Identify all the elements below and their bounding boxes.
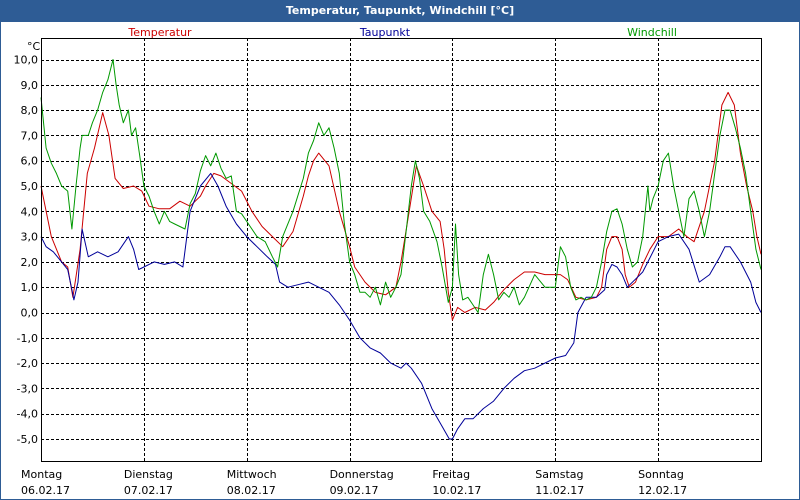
legend-entry-taupunkt: Taupunkt [359,26,411,39]
x-tick-date: 08.02.17 [227,484,276,497]
y-tick-label: -3,0 [17,382,38,395]
grid [41,38,761,461]
y-tick-label: 6,0 [21,155,39,168]
y-tick-label: 8,0 [21,104,39,117]
x-tick-date: 09.02.17 [330,484,379,497]
y-tick-label: -1,0 [17,332,38,345]
x-tick-date: 11.02.17 [535,484,584,497]
y-tick-label: 0,0 [21,307,39,320]
legend: Temperatur Taupunkt Windchill [127,26,677,39]
y-axis: 10,0 9,0 8,0 7,0 6,0 5,0 4,0 3,0 2,0 1,0 0,0 -1,0 -2… [14,54,39,447]
legend-entry-temperatur: Temperatur [127,26,192,39]
x-tick-day: Mittwoch [227,468,277,481]
y-tick-label: 10,0 [14,54,39,67]
series-lines [40,59,762,440]
y-tick-label: 7,0 [21,129,39,142]
y-tick-label: 2,0 [21,256,39,269]
y-tick-label: 1,0 [21,281,39,294]
y-tick-label: 3,0 [21,231,39,244]
chart-title-bar: Temperatur, Taupunkt, Windchill [°C] [0,0,800,21]
x-tick-day: Samstag [535,468,583,481]
chart-plot: 10,0 9,0 8,0 7,0 6,0 5,0 4,0 3,0 2,0 1,0 0,0 -1,0 -2… [14,26,762,497]
x-tick-date: 06.02.17 [21,484,70,497]
x-tick-day: Sonntag [638,468,684,481]
series-line-temperatur [40,91,762,321]
chart-title: Temperatur, Taupunkt, Windchill [°C] [285,4,515,17]
y-axis-label: °C [27,40,41,53]
y-tick-label: 5,0 [21,180,39,193]
y-tick-label: -4,0 [17,408,38,421]
x-tick-date: 12.02.17 [638,484,687,497]
plot-border [41,38,762,462]
y-tick-label: 4,0 [21,205,39,218]
y-tick-label: -5,0 [17,433,38,446]
y-tick-label: -2,0 [17,357,38,370]
legend-entry-windchill: Windchill [627,26,677,39]
y-tick-label: 9,0 [21,79,39,92]
x-tick-day: Donnerstag [330,468,394,481]
x-tick-day: Freitag [432,468,470,481]
x-tick-date: 07.02.17 [124,484,173,497]
series-line-taupunkt [40,172,762,440]
series-line-windchill [40,59,762,313]
x-tick-date: 10.02.17 [432,484,481,497]
x-tick-day: Dienstag [124,468,173,481]
x-axis: Montag 06.02.17 Dienstag 07.02.17 Mittwoch 08… [21,468,687,497]
x-tick-day: Montag [21,468,62,481]
